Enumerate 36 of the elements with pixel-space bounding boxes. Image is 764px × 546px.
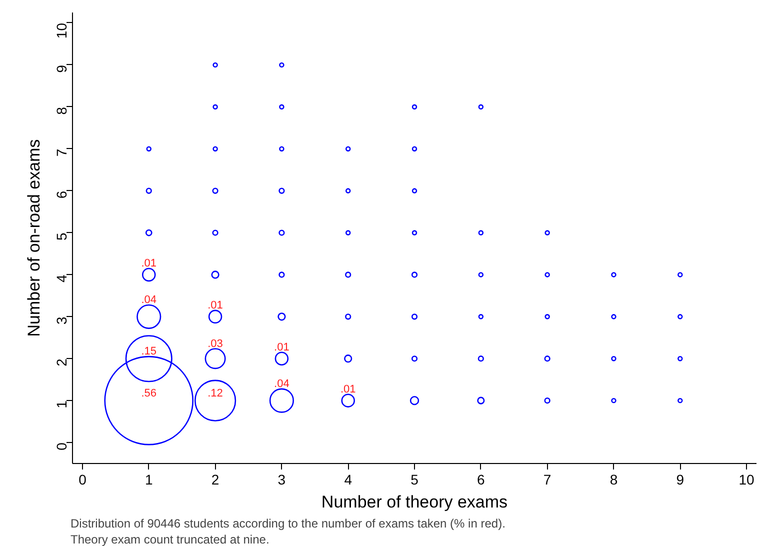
annotation: .01 xyxy=(274,341,290,354)
annotation: .01 xyxy=(208,299,223,312)
y-tick-label: 5 xyxy=(54,232,70,241)
text: Distribution of 90446 students according to the number of exams taken (% in red). xyxy=(70,516,506,530)
annotation: .15 xyxy=(141,346,157,358)
x-tick-label: 8 xyxy=(610,472,618,488)
x-tick-label: 9 xyxy=(676,472,684,488)
x-tick-label: 0 xyxy=(78,472,87,488)
x-tick-label: 4 xyxy=(344,472,352,488)
y-tick-label: 2 xyxy=(54,358,70,366)
annotation: .56 xyxy=(141,388,157,400)
annotation: .12 xyxy=(208,388,223,400)
y-tick-label: 6 xyxy=(54,190,70,199)
y-tick-label: 8 xyxy=(54,106,70,115)
annotation: .03 xyxy=(208,338,223,350)
y-tick-label: 9 xyxy=(54,64,70,73)
x-tick-label: 10 xyxy=(738,472,755,488)
y-tick-label: 3 xyxy=(54,316,70,324)
x-tick-label: 5 xyxy=(410,472,419,488)
text: Theory exam count truncated at nine. xyxy=(70,532,270,546)
annotation: .04 xyxy=(141,294,157,306)
y-tick-label: 4 xyxy=(54,274,70,282)
y-tick-label: 7 xyxy=(54,148,70,157)
x-tick-label: 1 xyxy=(144,472,153,488)
y-tick-label: 0 xyxy=(54,442,70,450)
annotation: .01 xyxy=(141,257,157,270)
x-tick-label: 7 xyxy=(543,472,552,488)
annotation: .04 xyxy=(274,378,290,390)
annotation: .01 xyxy=(340,383,356,396)
y-axis-title: Number of on-road exams xyxy=(24,139,44,337)
x-axis-title: Number of theory exams xyxy=(321,492,508,512)
x-tick-label: 2 xyxy=(211,472,220,488)
x-tick-label: 3 xyxy=(278,472,286,488)
y-tick-label: 10 xyxy=(54,22,70,39)
x-tick-label: 6 xyxy=(477,472,486,488)
y-tick-label: 1 xyxy=(54,400,70,408)
